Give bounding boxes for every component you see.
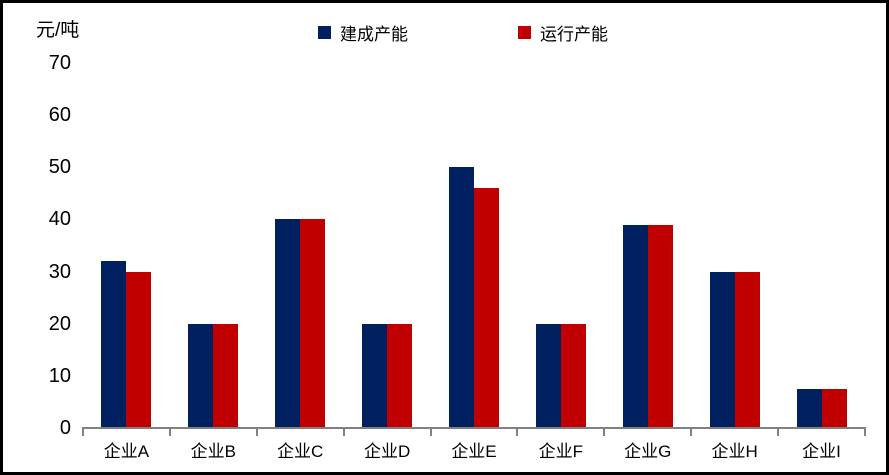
bar-running-capacity bbox=[647, 224, 673, 428]
legend-swatch-running-capacity bbox=[518, 26, 531, 39]
y-tick-label: 0 bbox=[59, 417, 71, 439]
x-tick-mark bbox=[342, 427, 345, 436]
bar-running-capacity bbox=[474, 188, 499, 428]
bar-running-capacity bbox=[560, 323, 586, 428]
legend-label-running-capacity: 运行产能 bbox=[540, 25, 608, 44]
x-tick-mark bbox=[255, 427, 258, 436]
x-tick-mark bbox=[516, 427, 519, 436]
x-tick-mark bbox=[603, 427, 606, 436]
bar-running-capacity bbox=[213, 323, 239, 428]
x-tick-mark bbox=[777, 427, 780, 436]
category-label: 企业A bbox=[103, 442, 150, 461]
bar-running-capacity bbox=[126, 271, 152, 428]
bar-built-capacity bbox=[709, 271, 735, 428]
bar-running-capacity bbox=[734, 271, 760, 428]
x-tick-mark bbox=[82, 427, 84, 436]
y-tick-label: 10 bbox=[48, 364, 71, 387]
category-label: 企业G bbox=[624, 442, 672, 461]
legend-item-built-capacity: 建成产能 bbox=[318, 20, 408, 45]
bar-built-capacity bbox=[622, 224, 648, 428]
y-tick-label: 20 bbox=[48, 312, 71, 335]
category-label: 企业H bbox=[711, 442, 758, 461]
bar-running-capacity bbox=[387, 323, 413, 428]
legend-label-built-capacity: 建成产能 bbox=[340, 25, 408, 44]
category-label: 企业F bbox=[538, 442, 584, 461]
bar-running-capacity bbox=[821, 388, 847, 428]
y-tick-label: 40 bbox=[48, 208, 71, 231]
bar-built-capacity bbox=[188, 323, 214, 428]
x-tick-mark bbox=[690, 427, 693, 436]
bar-built-capacity bbox=[275, 219, 301, 428]
bar-built-capacity bbox=[362, 323, 388, 428]
y-tick-label: 70 bbox=[48, 52, 71, 74]
x-axis-line bbox=[82, 427, 866, 429]
plot-area: 0 10 20 30 40 50 60 70 企业A 企业B 企业C 企业D 企业E 企业F 企业G 企业H 企… bbox=[3, 3, 886, 472]
y-tick-label: 50 bbox=[48, 156, 71, 179]
y-tick-label: 30 bbox=[48, 260, 71, 283]
bar-built-capacity bbox=[535, 323, 561, 428]
legend-swatch-built-capacity bbox=[318, 26, 331, 39]
y-axis-unit-label: 元/吨 bbox=[36, 20, 80, 41]
bar-running-capacity bbox=[300, 219, 326, 428]
legend: 建成产能 运行产能 bbox=[318, 20, 608, 45]
category-label: 企业B bbox=[190, 442, 236, 461]
category-label: 企业I bbox=[802, 442, 841, 461]
category-label: 企业E bbox=[451, 442, 497, 461]
x-tick-mark bbox=[168, 427, 171, 436]
x-tick-mark bbox=[864, 427, 866, 436]
category-label: 企业D bbox=[363, 442, 411, 461]
legend-item-running-capacity: 运行产能 bbox=[518, 20, 608, 45]
bar-built-capacity bbox=[796, 388, 822, 428]
category-label: 企业C bbox=[277, 442, 324, 461]
bar-built-capacity bbox=[101, 261, 127, 428]
y-tick-label: 60 bbox=[48, 104, 71, 127]
x-tick-mark bbox=[429, 427, 432, 436]
bar-built-capacity bbox=[449, 167, 474, 428]
